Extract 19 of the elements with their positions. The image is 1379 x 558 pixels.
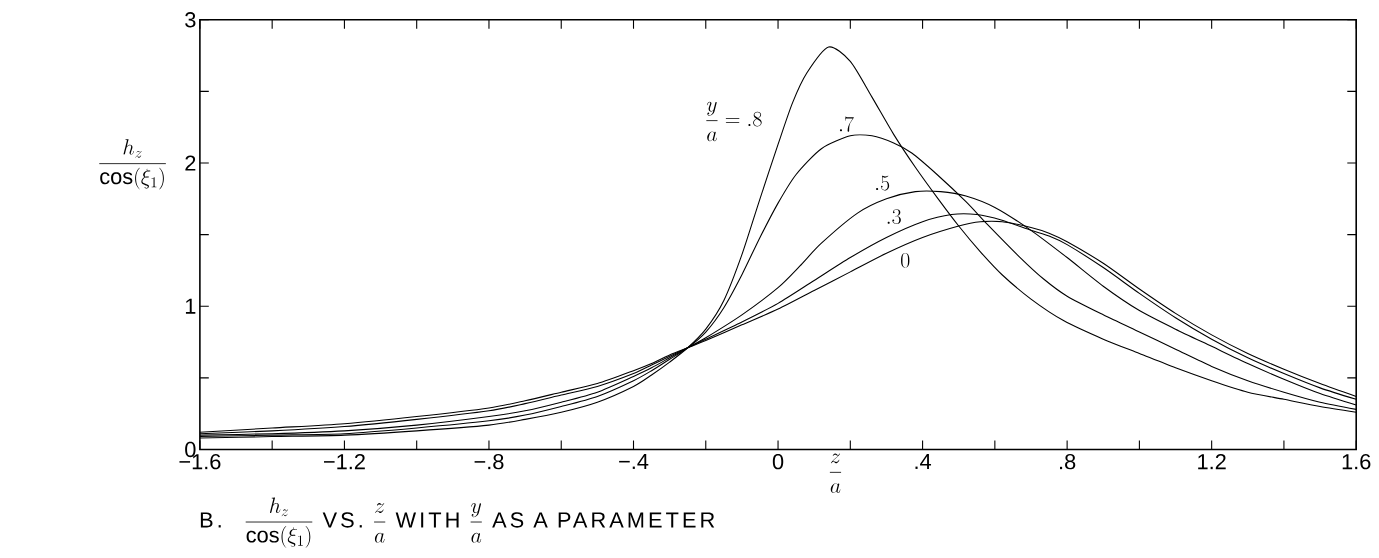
- x-tick-label: −.4: [619, 453, 649, 469]
- y-axis-title: $\frac{h_z}{\cos(\xi_1)}$: [99, 139, 166, 190]
- x-tick-label: −1.2: [324, 453, 365, 469]
- series-label: $0$: [901, 252, 910, 268]
- x-axis-title: $\frac{z}{a}$: [829, 453, 842, 493]
- x-tick-label: .8: [1060, 453, 1076, 470]
- y-tick-label: 2: [185, 155, 196, 171]
- x-tick-label: .4: [915, 453, 932, 469]
- text: $\text{B.}\quad \frac{h_z}{\cos(\xi_1)}\ \text{VS.}\ \frac{z}{a}\ \text{WITH}\ \frac{y}{a}\ \text{AS A PARAMETER}$: [200, 497, 715, 548]
- series-label: $.7$: [839, 116, 854, 132]
- y-tick-label: 3: [185, 11, 196, 28]
- series-label: $.5$: [876, 175, 890, 191]
- series-label: $\frac{y}{a} = .8$: [706, 101, 762, 142]
- x-tick-label: 1.6: [1342, 453, 1371, 470]
- x-tick-label: 1.2: [1198, 453, 1226, 469]
- y-tick-label: 1: [185, 298, 196, 314]
- x-tick-label: 0: [772, 453, 784, 470]
- series-label: $.3$: [887, 209, 901, 224]
- x-tick-label: −.8: [474, 453, 504, 470]
